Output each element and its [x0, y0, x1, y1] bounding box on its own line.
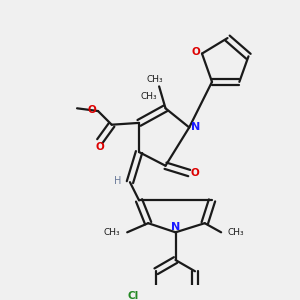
- Text: O: O: [192, 47, 200, 57]
- Text: N: N: [191, 122, 201, 132]
- Text: CH₃: CH₃: [228, 228, 244, 237]
- Text: CH₃: CH₃: [146, 75, 163, 84]
- Text: O: O: [191, 168, 200, 178]
- Text: O: O: [88, 106, 97, 116]
- Text: N: N: [171, 222, 180, 232]
- Text: CH₃: CH₃: [104, 228, 120, 237]
- Text: H: H: [114, 176, 122, 186]
- Text: O: O: [95, 142, 104, 152]
- Text: CH₃: CH₃: [140, 92, 157, 101]
- Text: Cl: Cl: [128, 291, 139, 300]
